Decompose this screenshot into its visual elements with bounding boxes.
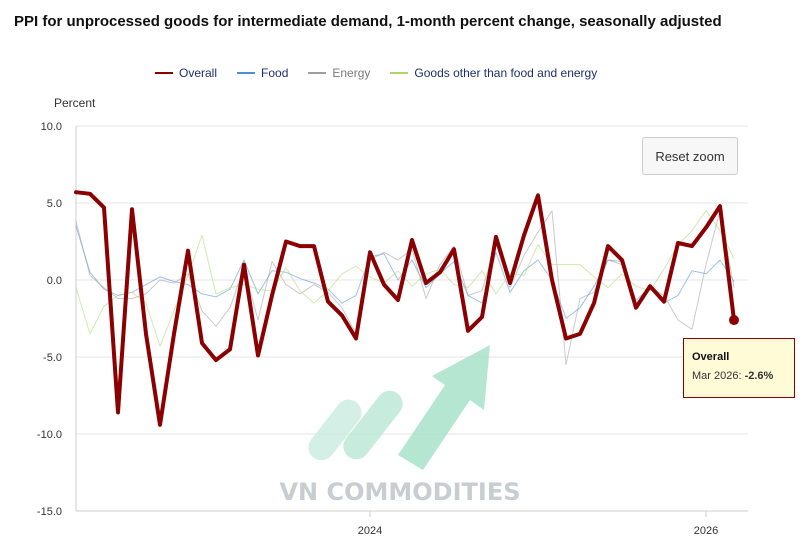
legend-swatch-overall [155,72,173,74]
tooltip-series: Overall [692,351,730,363]
legend-swatch-energy [308,72,327,74]
legend-swatch-food [237,72,256,74]
y-axis-label: Percent [54,96,96,110]
y-tick-label: 0.0 [47,275,62,287]
legend: Overall Food Energy Goods other than foo… [155,66,617,80]
legend-item-overall[interactable]: Overall [155,66,217,80]
legend-label-overall: Overall [179,66,218,80]
tooltip-value: -2.6% [744,370,774,382]
legend-label-energy: Energy [332,66,371,80]
legend-label-other-goods: Goods other than food and energy [414,66,598,80]
axes: 10.0 5.0 0.0 -5.0 -10.0 -15.0 2024 2026 [37,121,748,537]
chart-title: PPI for unprocessed goods for intermedia… [14,13,722,30]
legend-item-energy[interactable]: Energy [308,66,370,80]
watermark-bar-2 [343,390,403,460]
watermark-logo: VN COMMODITIES [279,345,521,506]
watermark-arrow [398,345,490,470]
series-line-overall [74,190,736,427]
highlight-point [729,315,739,326]
series-lines [74,190,739,427]
tooltip: Overall Mar 2026: -2.6% [683,338,795,398]
legend-label-food: Food [261,66,289,80]
y-tick-label: -10.0 [37,429,62,441]
legend-item-food[interactable]: Food [237,66,288,80]
y-tick-label: 10.0 [41,121,62,133]
watermark-text: VN COMMODITIES [279,478,520,506]
x-tick-label: 2024 [358,525,382,537]
y-tick-label: -5.0 [43,352,62,364]
legend-item-other-goods[interactable]: Goods other than food and energy [390,66,597,80]
watermark-bar-1 [308,399,362,461]
legend-swatch-other-goods [390,72,409,74]
x-tick-label: 2026 [694,525,718,537]
tooltip-label: Mar 2026: [692,370,745,382]
reset-zoom-button[interactable]: Reset zoom [642,137,738,175]
y-tick-label: -15.0 [37,506,62,518]
y-tick-label: 5.0 [47,198,62,210]
tooltip-row: Mar 2026: -2.6% [692,367,786,386]
